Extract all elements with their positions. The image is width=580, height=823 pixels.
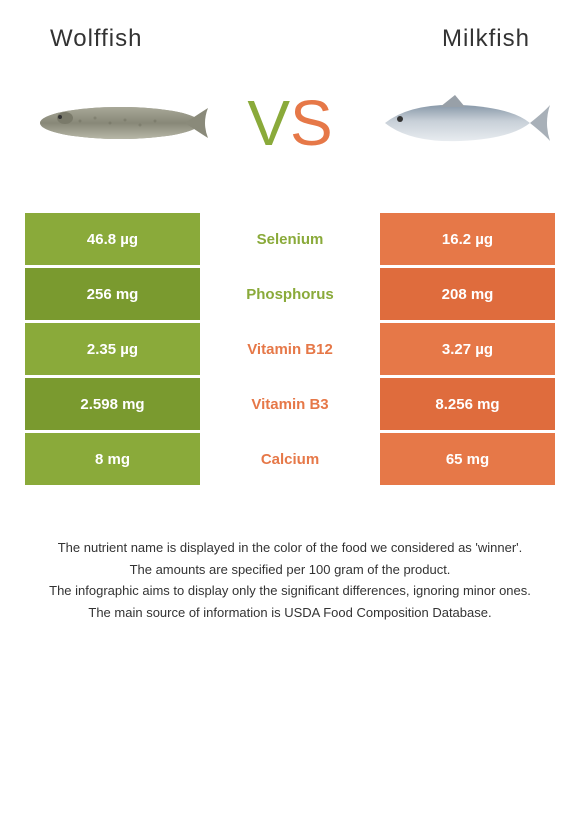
right-value: 8.256 mg bbox=[380, 378, 555, 430]
right-value: 208 mg bbox=[380, 268, 555, 320]
right-value: 3.27 µg bbox=[380, 323, 555, 375]
milkfish-icon bbox=[370, 83, 550, 163]
footer-line: The main source of information is USDA F… bbox=[20, 603, 560, 623]
footer-line: The nutrient name is displayed in the co… bbox=[20, 538, 560, 558]
left-value: 8 mg bbox=[25, 433, 200, 485]
nutrient-label: Calcium bbox=[200, 433, 380, 485]
nutrient-label: Vitamin B3 bbox=[200, 378, 380, 430]
nutrient-label: Selenium bbox=[200, 213, 380, 265]
nutrient-label: Phosphorus bbox=[200, 268, 380, 320]
images-row: VS bbox=[0, 63, 580, 193]
footer-notes: The nutrient name is displayed in the co… bbox=[0, 488, 580, 644]
wolffish-icon bbox=[30, 83, 210, 163]
right-value: 16.2 µg bbox=[380, 213, 555, 265]
table-row: 2.598 mgVitamin B38.256 mg bbox=[25, 378, 555, 430]
table-row: 256 mgPhosphorus208 mg bbox=[25, 268, 555, 320]
nutrient-table: 46.8 µgSelenium16.2 µg256 mgPhosphorus20… bbox=[25, 213, 555, 485]
left-value: 46.8 µg bbox=[25, 213, 200, 265]
footer-line: The amounts are specified per 100 gram o… bbox=[20, 560, 560, 580]
nutrient-label: Vitamin B12 bbox=[200, 323, 380, 375]
left-title: Wolffish bbox=[50, 25, 142, 53]
left-value: 256 mg bbox=[25, 268, 200, 320]
vs-label: VS bbox=[247, 91, 332, 155]
right-value: 65 mg bbox=[380, 433, 555, 485]
header: Wolffish Milkfish bbox=[0, 0, 580, 63]
vs-s: S bbox=[290, 87, 333, 159]
table-row: 2.35 µgVitamin B123.27 µg bbox=[25, 323, 555, 375]
vs-v: V bbox=[247, 87, 290, 159]
table-row: 46.8 µgSelenium16.2 µg bbox=[25, 213, 555, 265]
right-title: Milkfish bbox=[442, 25, 530, 53]
table-row: 8 mgCalcium65 mg bbox=[25, 433, 555, 485]
footer-line: The infographic aims to display only the… bbox=[20, 581, 560, 601]
left-value: 2.35 µg bbox=[25, 323, 200, 375]
left-value: 2.598 mg bbox=[25, 378, 200, 430]
